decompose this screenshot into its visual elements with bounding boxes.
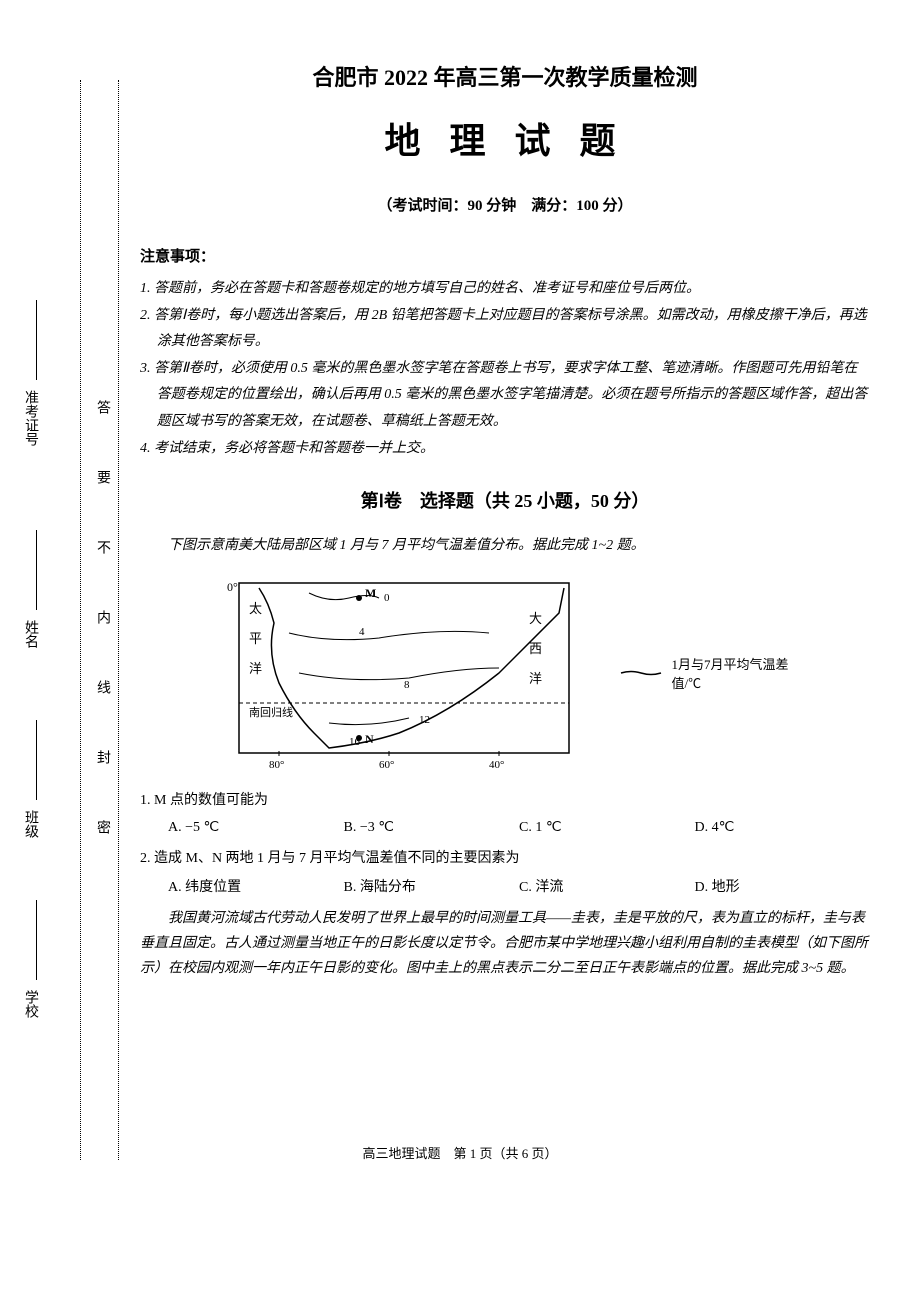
svg-text:12: 12 [419,714,430,726]
svg-text:平: 平 [249,631,262,646]
label-name: 姓名 [20,620,40,648]
underline-school [36,900,37,980]
page-footer: 高三地理试题 第 1 页（共 6 页） [0,1143,920,1162]
option-b: B. −3 ℃ [344,819,520,836]
map-legend: 1月与7月平均气温差值/℃ [619,654,792,692]
seal-char: 答 [92,400,112,444]
seal-char: 要 [92,470,112,514]
svg-text:洋: 洋 [249,661,262,676]
svg-text:N: N [365,732,374,746]
option-a: A. 纬度位置 [168,876,344,896]
svg-text:40°: 40° [489,759,504,771]
option-b: B. 海陆分布 [344,876,520,896]
svg-text:80°: 80° [269,759,284,771]
tropic-label: 南回归线 [249,705,293,719]
option-d: D. 4℃ [695,819,871,836]
label-class: 班级 [20,810,40,838]
svg-text:60°: 60° [379,759,394,771]
label-school: 学校 [20,990,40,1018]
seal-char: 内 [92,610,112,654]
sub-title: 地 理 试 题 [140,112,870,164]
notice-header: 注意事项： [140,245,870,266]
passage-1: 下图示意南美大陆局部区域 1 月与 7 月平均气温差值分布。据此完成 1~2 题… [140,533,870,558]
notice-item: 3. 答第Ⅱ卷时，必须使用 0.5 毫米的黑色墨水签字笔在答题卷上书写，要求字体… [140,356,870,436]
svg-text:大: 大 [529,611,542,626]
question-1-stem: 1. M 点的数值可能为 [140,788,870,813]
notice-item: 1. 答题前，务必在答题卡和答题卷规定的地方填写自己的姓名、准考证号和座位号后两… [140,276,870,303]
seal-char: 不 [92,540,112,584]
svg-text:0: 0 [384,592,390,604]
equator-label: 0° [227,580,238,594]
notice-list: 1. 答题前，务必在答题卡和答题卷规定的地方填写自己的姓名、准考证号和座位号后两… [140,276,870,462]
legend-text: 1月与7月平均气温差值/℃ [672,654,792,692]
main-title: 合肥市 2022 年高三第一次教学质量检测 [140,60,870,92]
seal-char: 封 [92,750,112,794]
seal-line-inner [118,80,119,1160]
underline-name [36,530,37,610]
figure-container: 0° 南回归线 0 4 8 12 16 M N 太 平 洋 大 西 洋 [140,573,870,773]
svg-text:8: 8 [404,679,410,691]
svg-text:洋: 洋 [529,671,542,686]
option-c: C. 1 ℃ [519,819,695,836]
label-admit: 准考证号 [20,390,40,446]
seal-char: 密 [92,820,112,864]
question-2-options: A. 纬度位置 B. 海陆分布 C. 洋流 D. 地形 [140,876,870,896]
option-a: A. −5 ℃ [168,819,344,836]
option-c: C. 洋流 [519,876,695,896]
svg-text:M: M [365,586,376,600]
question-2-stem: 2. 造成 M、N 两地 1 月与 7 月平均气温差值不同的主要因素为 [140,846,870,871]
section-title: 第Ⅰ卷 选择题（共 25 小题，50 分） [140,487,870,513]
seal-line-outer [80,80,81,1160]
svg-text:太: 太 [249,601,262,616]
question-1-options: A. −5 ℃ B. −3 ℃ C. 1 ℃ D. 4℃ [140,819,870,836]
underline-class [36,720,37,800]
svg-text:4: 4 [359,626,365,638]
option-d: D. 地形 [695,876,871,896]
notice-item: 2. 答第Ⅰ卷时，每小题选出答案后，用 2B 铅笔把答题卡上对应题目的答案标号涂… [140,303,870,356]
notice-item: 4. 考试结束，务必将答题卡和答题卷一并上交。 [140,436,870,463]
passage-2: 我国黄河流域古代劳动人民发明了世界上最早的时间测量工具——圭表，圭是平放的尺，表… [140,906,870,982]
exam-info: （考试时间：90 分钟 满分：100 分） [140,194,870,215]
underline-admit [36,300,37,380]
seal-char: 线 [92,680,112,724]
binding-margin: 学校 班级 姓名 准考证号 密 封 线 内 不 要 答 [0,40,140,1140]
svg-text:西: 西 [529,641,542,656]
map-figure: 0° 南回归线 0 4 8 12 16 M N 太 平 洋 大 西 洋 [219,573,589,773]
